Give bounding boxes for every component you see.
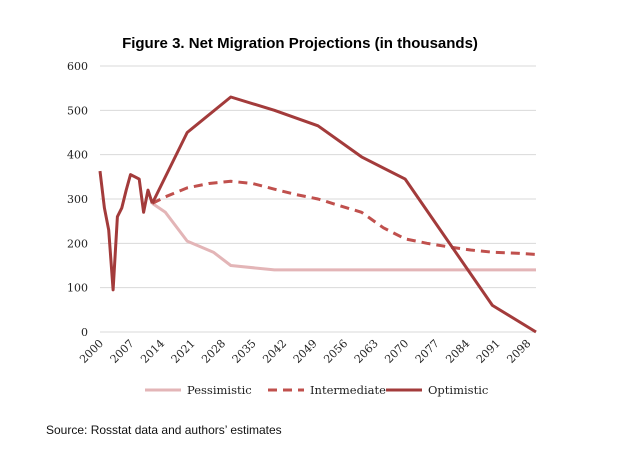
y-tick-label: 400 (67, 149, 88, 162)
y-tick-label: 300 (67, 193, 88, 206)
x-tick-label: 2021 (169, 337, 198, 366)
x-tick-label: 2049 (291, 337, 320, 366)
y-tick-label: 0 (81, 326, 88, 339)
x-axis: 2000 2007 2014 2021 2028 2035 2042 2049 2056 2063… (77, 337, 533, 366)
source-note: Source: Rosstat data and authors’ estima… (46, 423, 282, 437)
x-tick-label: 2014 (138, 337, 167, 366)
y-axis: 0 100 200 300 400 500 600 (67, 60, 88, 339)
series-line-intermediate (151, 179, 537, 256)
legend-label: Intermediate (310, 383, 386, 397)
legend-item-intermediate: Intermediate (268, 383, 386, 397)
x-tick-label: 2042 (260, 337, 289, 366)
legend: Pessimistic Intermediate Optimistic (145, 383, 488, 397)
y-tick-label: 600 (67, 60, 88, 73)
x-tick-label: 2091 (474, 337, 503, 366)
x-tick-label: 2035 (230, 337, 259, 366)
series-line-optimistic (150, 95, 537, 334)
legend-item-optimistic: Optimistic (386, 383, 488, 397)
y-tick-label: 500 (67, 104, 88, 117)
chart-title: Figure 3. Net Migration Projections (in … (122, 35, 478, 52)
series-line-history (98, 170, 154, 292)
x-tick-label: 2028 (199, 337, 228, 366)
x-tick-label: 2098 (504, 337, 533, 366)
grid (100, 65, 536, 333)
x-tick-label: 2077 (413, 337, 442, 366)
x-tick-label: 2084 (443, 337, 472, 366)
series-line-pessimistic (151, 202, 536, 272)
y-tick-label: 200 (67, 237, 88, 250)
legend-item-pessimistic: Pessimistic (145, 383, 252, 397)
x-tick-label: 2063 (352, 337, 381, 366)
y-tick-label: 100 (67, 282, 88, 295)
series-lines (98, 95, 537, 334)
legend-label: Optimistic (428, 383, 488, 397)
x-tick-label: 2070 (382, 337, 411, 366)
x-tick-label: 2000 (77, 337, 106, 366)
x-tick-label: 2056 (321, 337, 350, 366)
legend-label: Pessimistic (187, 383, 252, 397)
x-tick-label: 2007 (108, 337, 137, 366)
